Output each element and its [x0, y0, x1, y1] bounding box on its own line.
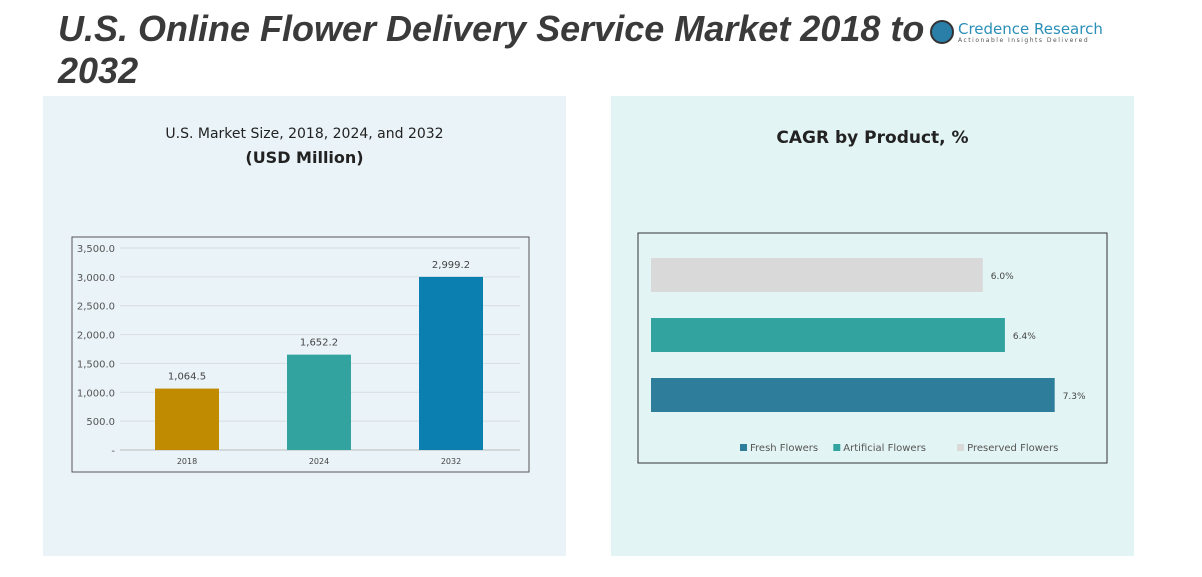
logo-icon: [930, 20, 954, 44]
bar-2024: [287, 354, 351, 450]
data-label: 2,999.2: [432, 260, 470, 271]
y-tick-label: 3,500.0: [77, 244, 115, 255]
data-label: 7.3%: [1063, 392, 1086, 402]
chart2-frame: [637, 232, 1108, 464]
legend-swatch: [957, 444, 965, 451]
logo: Credence Research Actionable Insights De…: [930, 20, 1103, 44]
chart1-title: U.S. Market Size, 2018, 2024, and 2032: [165, 126, 444, 142]
logo-name: Credence Research: [958, 19, 1103, 38]
chart2-title: CAGR by Product, %: [776, 128, 969, 148]
y-tick-label: 500.0: [86, 417, 115, 428]
y-tick-label: 3,000.0: [77, 273, 115, 284]
y-tick-label: 2,500.0: [77, 302, 115, 313]
chart1-subtitle: (USD Million): [245, 148, 364, 167]
y-tick-label: 1,000.0: [77, 388, 115, 399]
bar-fresh-flowers: [651, 378, 1055, 412]
legend-swatch: [833, 444, 841, 451]
bar-artificial-flowers: [651, 318, 1005, 352]
y-tick-label: 2,000.0: [77, 331, 115, 342]
bar-preserved-flowers: [651, 258, 983, 292]
logo-tagline: Actionable Insights Delivered: [958, 36, 1090, 44]
chart1-frame: [71, 236, 530, 473]
legend-item: Fresh Flowers: [750, 443, 818, 454]
bar-2032: [419, 276, 483, 450]
y-tick-label: 1,500.0: [77, 359, 115, 370]
data-label: 1,652.2: [300, 338, 338, 349]
x-tick-label: 2018: [177, 457, 197, 466]
x-tick-label: 2032: [441, 457, 461, 466]
legend-swatch: [740, 444, 747, 451]
data-label: 6.0%: [991, 272, 1014, 282]
page-title: U.S. Online Flower Delivery Service Mark…: [58, 8, 925, 91]
y-tick-label: -: [111, 446, 115, 457]
data-label: 1,064.5: [168, 372, 206, 383]
legend-item: Artificial Flowers: [843, 443, 926, 454]
x-tick-label: 2024: [309, 457, 329, 466]
data-label: 6.4%: [1013, 332, 1036, 342]
legend-item: Preserved Flowers: [967, 443, 1058, 454]
bar-2018: [155, 388, 219, 450]
